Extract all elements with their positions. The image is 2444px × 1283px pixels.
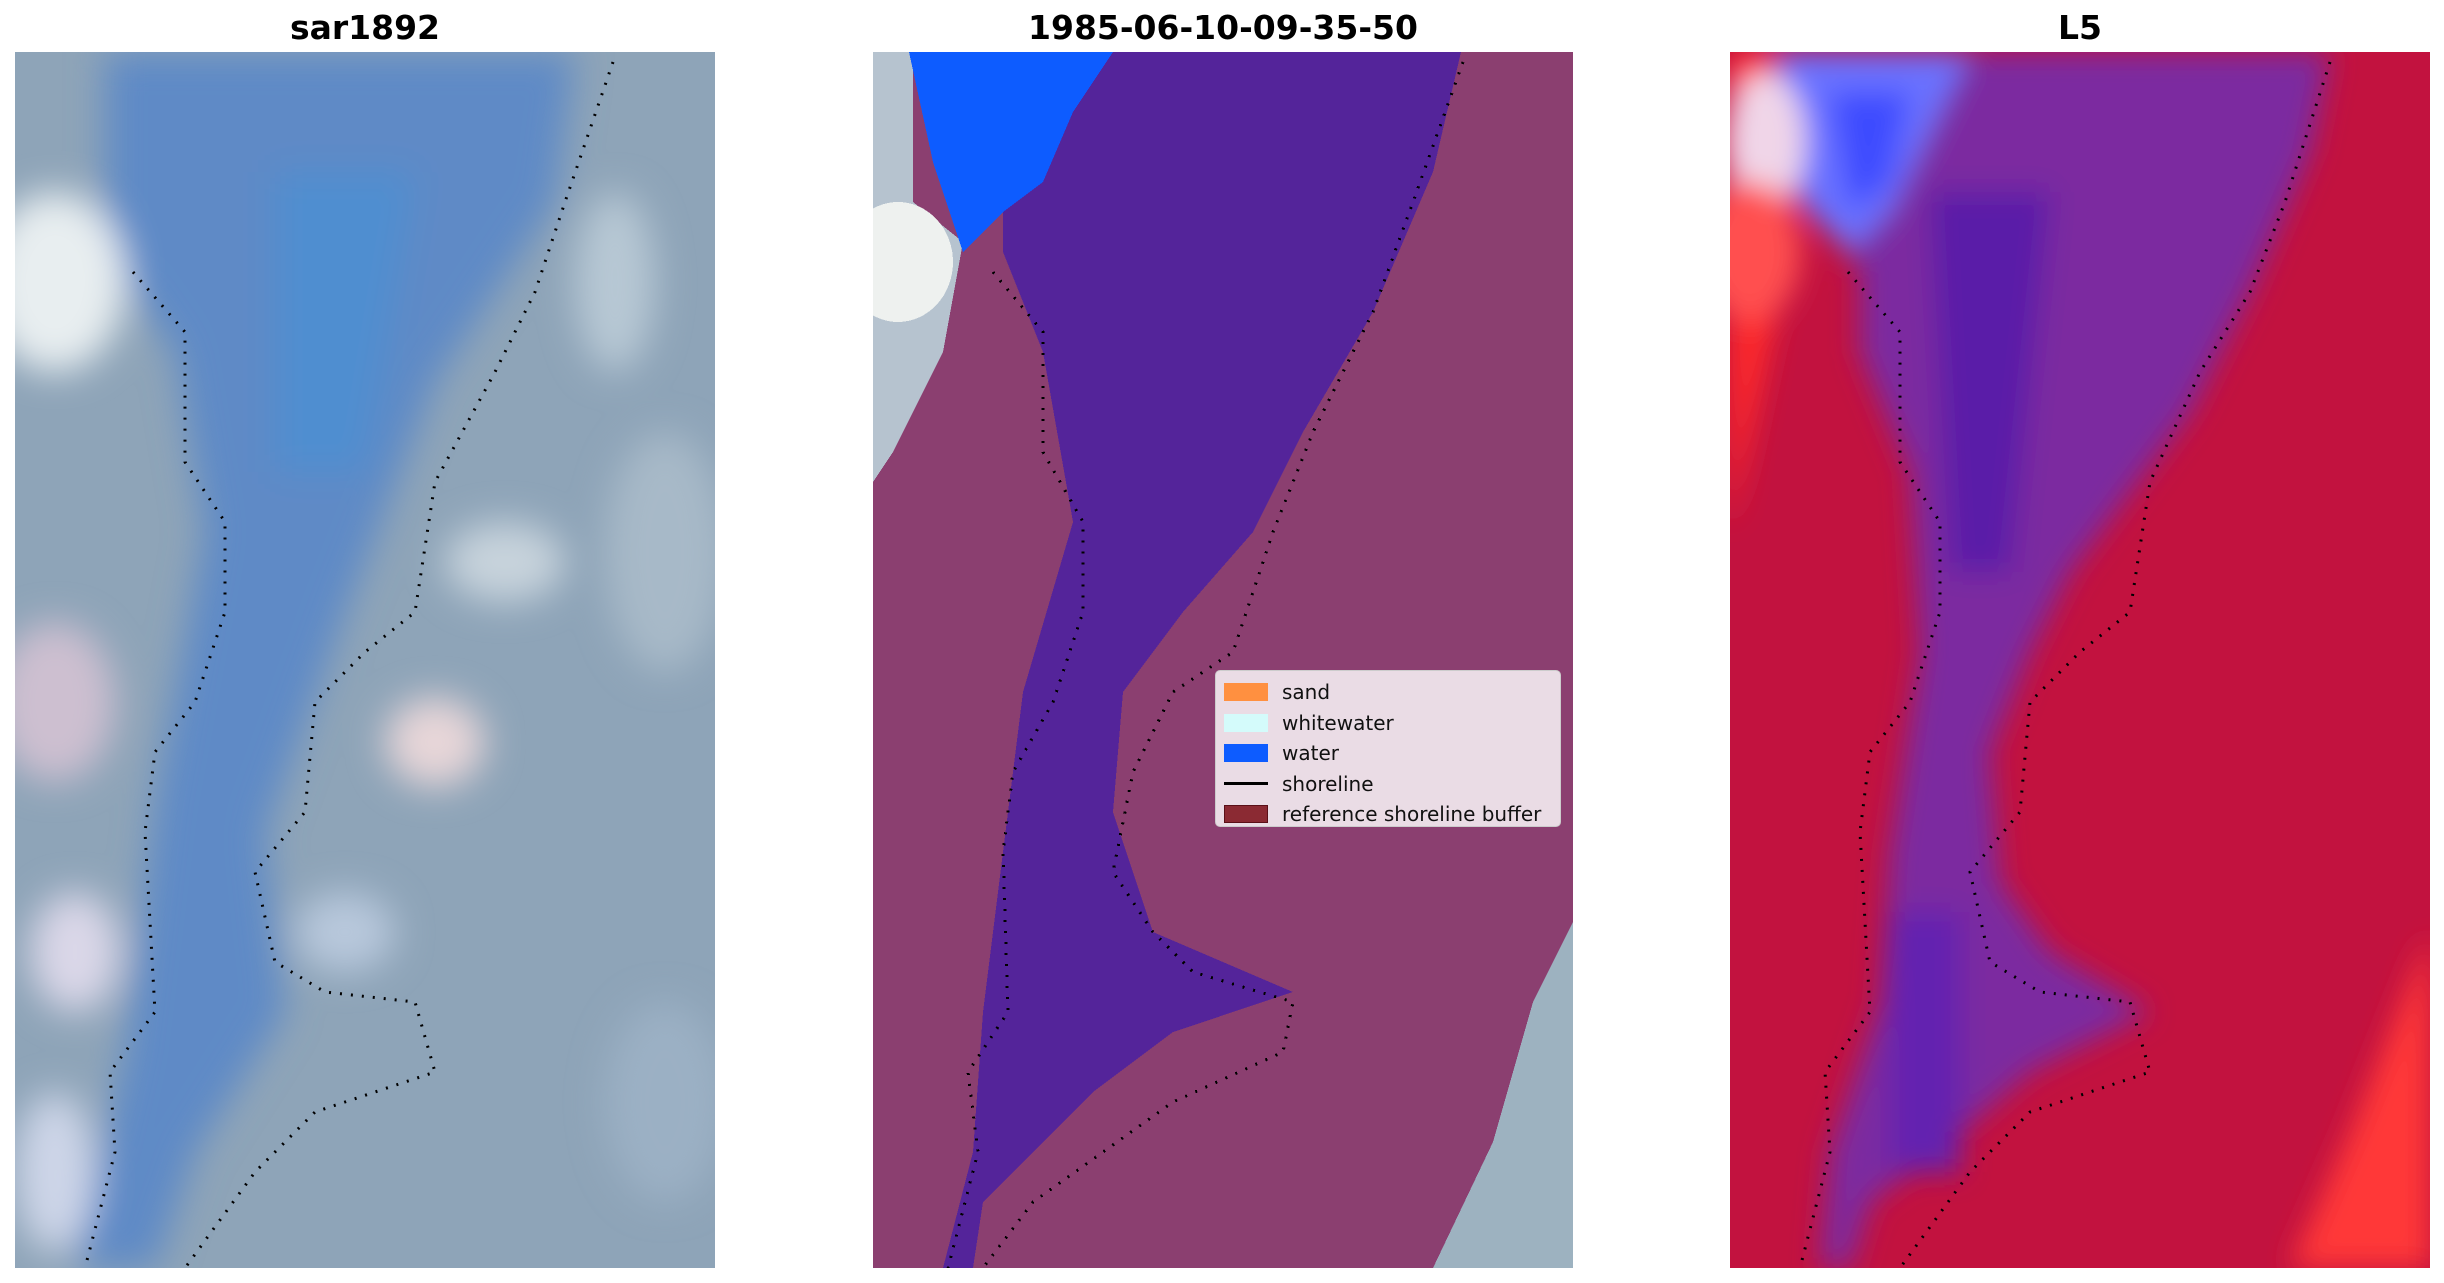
l5-index-image (1730, 52, 2430, 1268)
legend-item-whitewater: whitewater (1224, 708, 1552, 739)
water-swatch (1224, 744, 1268, 763)
rgb-image-panel (15, 52, 715, 1268)
panel-title-date: 1985-06-10-09-35-50 (1028, 8, 1418, 47)
buffer-swatch (1224, 805, 1268, 824)
legend-label-buffer: reference shoreline buffer (1282, 802, 1542, 827)
panel-title-l5: L5 (2058, 8, 2102, 47)
legend-item-sand: sand (1224, 677, 1552, 708)
legend-item-buffer: reference shoreline buffer (1224, 799, 1552, 830)
legend-item-shoreline: shoreline (1224, 769, 1552, 800)
shoreline-swatch (1224, 782, 1268, 786)
legend-label-shoreline: shoreline (1282, 771, 1374, 796)
legend-label-water: water (1282, 741, 1339, 766)
classification-image (873, 52, 1573, 1268)
whitewater-swatch (1224, 713, 1268, 732)
legend: sand whitewater water shoreline referenc… (1215, 670, 1561, 827)
legend-item-water: water (1224, 738, 1552, 769)
rgb-image (15, 52, 715, 1268)
panel-title-sar1892: sar1892 (289, 8, 441, 47)
legend-label-whitewater: whitewater (1282, 710, 1394, 735)
sand-swatch (1224, 683, 1268, 702)
legend-label-sand: sand (1282, 680, 1331, 705)
classification-panel (873, 52, 1573, 1268)
l5-index-panel (1730, 52, 2430, 1268)
